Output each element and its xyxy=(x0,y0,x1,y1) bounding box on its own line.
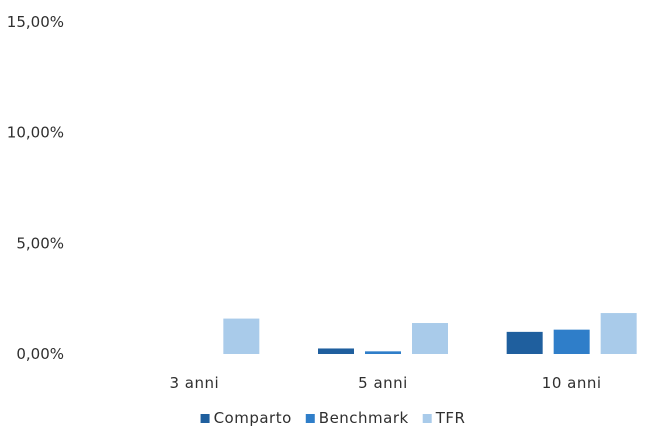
legend-label: TFR xyxy=(435,409,466,427)
y-axis: 0,00% 5,00% 10,00% 15,00% xyxy=(7,13,64,363)
bar-tfr-3-anni xyxy=(223,318,260,354)
legend-item: Comparto xyxy=(200,409,292,427)
legend-swatch xyxy=(305,414,315,423)
legend-swatch xyxy=(200,414,210,423)
y-tick-label: 5,00% xyxy=(16,234,64,252)
bar-tfr-5-anni xyxy=(412,323,448,354)
legend-label: Comparto xyxy=(214,409,292,427)
x-category-label: 3 anni xyxy=(169,374,219,392)
legend: Comparto Benchmark TFR xyxy=(200,409,466,427)
y-tick-label: 0,00% xyxy=(16,345,64,363)
x-category-label: 10 anni xyxy=(542,374,602,392)
bar-tfr-10-anni xyxy=(600,313,637,354)
x-category-label: 5 anni xyxy=(358,374,408,392)
bar-benchmark-5-anni xyxy=(365,351,401,354)
y-tick-label: 10,00% xyxy=(7,124,64,142)
legend-label: Benchmark xyxy=(319,409,409,427)
legend-swatch xyxy=(422,414,432,423)
x-axis: 3 anni 5 anni 10 anni xyxy=(169,374,601,392)
bars xyxy=(223,313,637,354)
y-tick-label: 15,00% xyxy=(7,13,64,31)
bar-comparto-10-anni xyxy=(506,331,543,354)
legend-item: Benchmark xyxy=(305,409,409,427)
bar-benchmark-10-anni xyxy=(553,329,590,354)
legend-item: TFR xyxy=(422,409,466,427)
bar-comparto-5-anni xyxy=(318,348,354,354)
